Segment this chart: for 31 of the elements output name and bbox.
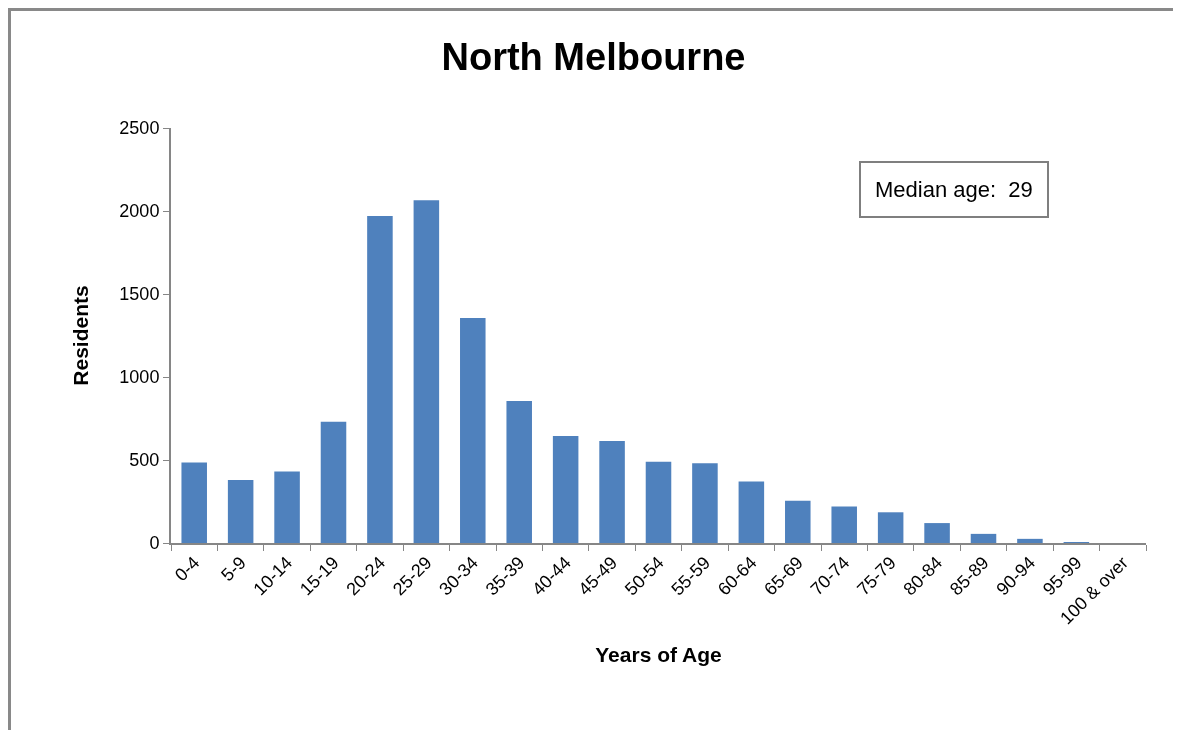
bar [877, 512, 904, 543]
bar [460, 318, 486, 543]
y-tick-label: 2000 [119, 201, 160, 222]
chart-title: North Melbourne [441, 36, 746, 79]
bar [924, 523, 950, 543]
x-tick-label: 0-4 [170, 552, 204, 586]
y-tick-label: 2500 [119, 118, 160, 139]
bar [785, 500, 811, 543]
bar [970, 533, 997, 543]
bar [599, 440, 625, 543]
bar [367, 215, 393, 543]
x-tick-label: 5-9 [217, 552, 250, 586]
y-tick-label: 1000 [119, 367, 160, 388]
y-tick-label: 0 [149, 533, 160, 554]
bar [274, 471, 300, 543]
x-axis-title: Years of Age [595, 643, 722, 667]
bar [692, 463, 718, 543]
bar [413, 200, 440, 543]
y-tick-label: 500 [129, 450, 160, 471]
y-axis-title: Residents [69, 285, 92, 386]
bar [1017, 538, 1043, 543]
bar [552, 435, 579, 543]
bar [831, 506, 857, 543]
bar [645, 461, 672, 543]
y-tick-label: 1500 [119, 284, 160, 305]
bar [227, 479, 254, 543]
bar [738, 481, 765, 543]
annotation: Median age: 29 [875, 177, 1033, 202]
bar [320, 421, 347, 543]
bar [506, 401, 532, 543]
bar [181, 462, 207, 543]
